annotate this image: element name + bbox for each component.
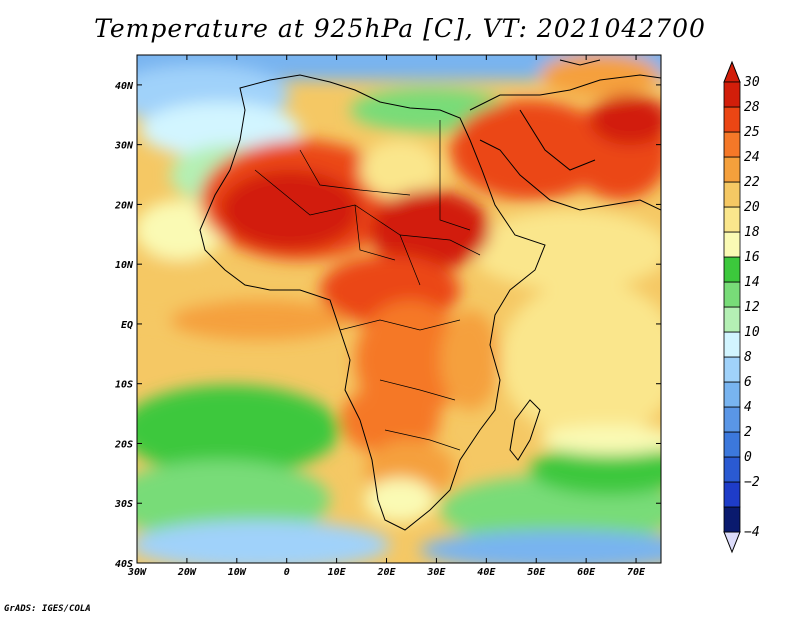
colorbar-label: 20 — [744, 200, 760, 215]
lon-tick-label: 20W — [177, 567, 197, 578]
colorbar-high-cap — [723, 60, 741, 83]
lat-tick-label: 30S — [114, 499, 133, 510]
colorbar-swatch — [723, 356, 741, 383]
colorbar-label: 30 — [743, 75, 760, 90]
colorbar-swatch — [723, 206, 741, 233]
colorbar-swatch — [723, 81, 741, 108]
lat-tick-label: 20N — [114, 200, 134, 211]
lat-tick-label: 20S — [114, 439, 133, 450]
lat-tick-label: 10N — [115, 260, 134, 271]
colorbar-label: 6 — [744, 375, 752, 390]
colorbar-swatch — [723, 456, 741, 483]
colorbar-swatch — [723, 306, 741, 333]
colorbar-label: 28 — [744, 100, 760, 115]
colorbar-swatch — [723, 281, 741, 308]
map-title: Temperature at 925hPa [C], VT: 202104270… — [94, 14, 706, 43]
colorbar-swatch — [723, 181, 741, 208]
lon-tick-label: 30W — [127, 567, 147, 578]
lon-tick-label: 70E — [627, 567, 646, 578]
colorbar-label: 16 — [744, 250, 760, 265]
colorbar-label: −4 — [744, 525, 760, 540]
plot-frame — [136, 54, 662, 564]
lat-tick-label: 40S — [115, 559, 133, 570]
colorbar-swatch — [723, 381, 741, 408]
colorbar-swatch — [723, 406, 741, 433]
grads-credit: GrADS: IGES/COLA — [4, 604, 91, 614]
colorbar-swatch — [723, 106, 741, 133]
lon-tick-label: 60E — [577, 567, 596, 578]
lon-tick-label: 10W — [228, 567, 247, 578]
lat-tick-label: 40N — [115, 81, 134, 92]
lon-tick-label: 0 — [284, 567, 290, 578]
colorbar-swatch — [723, 156, 741, 183]
colorbar-label: 12 — [744, 300, 760, 315]
colorbar-label: 4 — [744, 400, 752, 415]
colorbar-label: 2 — [744, 425, 752, 440]
colorbar-swatch — [723, 331, 741, 358]
lat-tick-label: 30N — [114, 141, 134, 152]
colorbar-swatch — [723, 231, 741, 258]
lat-tick-label: EQ — [121, 320, 133, 331]
colorbar-low-cap — [723, 531, 741, 554]
colorbar-swatch — [723, 481, 741, 508]
lon-tick-label: 20E — [376, 567, 396, 578]
coastline — [199, 59, 661, 531]
colorbar-label: 24 — [744, 150, 760, 165]
colorbar-swatch — [723, 431, 741, 458]
colorbar-label: 8 — [744, 350, 752, 365]
colorbar-swatch — [723, 131, 741, 158]
lon-tick-label: 50E — [527, 567, 546, 578]
temperature-field — [137, 55, 661, 563]
country-borders — [254, 120, 481, 451]
colorbar-swatch — [723, 256, 741, 283]
lat-tick-label: 10S — [115, 380, 133, 391]
colorbar-label: 0 — [744, 450, 752, 465]
lon-tick-label: 40E — [477, 567, 496, 578]
colorbar-label: 14 — [744, 275, 760, 290]
colorbar-swatch — [723, 506, 741, 533]
lon-tick-label: 10E — [328, 567, 347, 578]
axis-ticks: 30W 20W 10W 0 10E 20E 30E 40E 50E 60E 70E 40N 30N 20N… — [114, 55, 661, 578]
colorbar-label: −2 — [744, 475, 760, 490]
colorbar-label: 18 — [744, 225, 760, 240]
colorbar-label: 25 — [744, 125, 760, 140]
colorbar-label: 22 — [744, 175, 760, 190]
lon-tick-label: 30E — [426, 567, 446, 578]
colorbar-label: 10 — [744, 325, 760, 340]
